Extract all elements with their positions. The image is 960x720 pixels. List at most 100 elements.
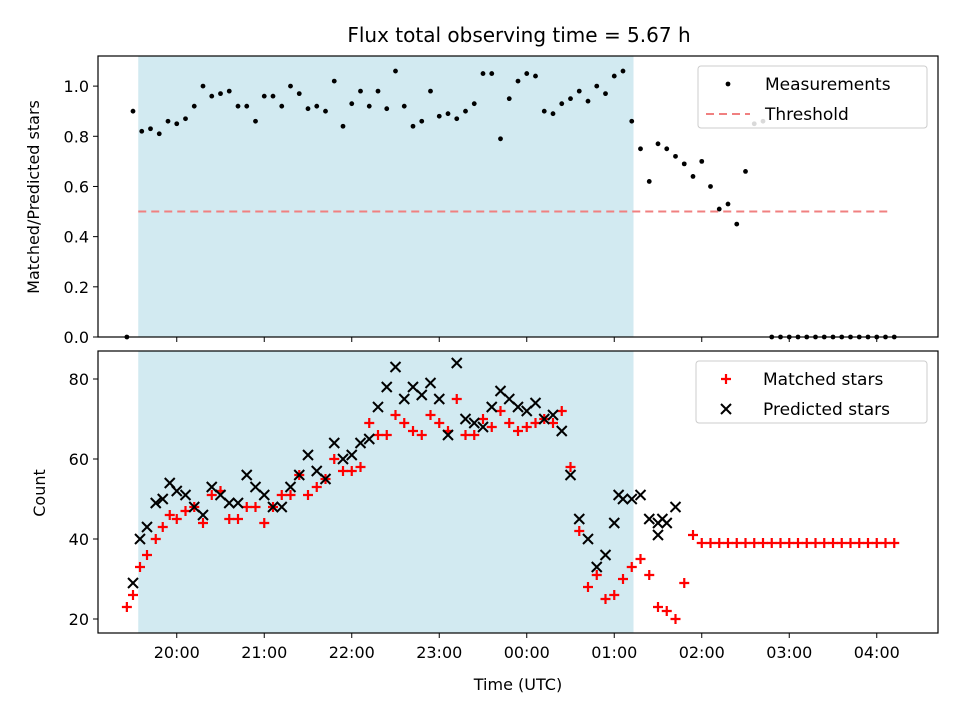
predicted-star-point <box>626 493 638 505</box>
matched-star-point <box>157 522 168 532</box>
measurement-point <box>471 101 477 107</box>
predicted-star-point <box>337 453 349 465</box>
measurement-point <box>165 118 171 124</box>
predicted-star-point <box>293 469 305 481</box>
matched-star-point <box>775 538 786 548</box>
predicted-star-point <box>591 561 603 573</box>
measurement-point <box>296 91 302 97</box>
measurement-point <box>244 103 250 109</box>
measurement-point <box>174 121 180 127</box>
measurement-point <box>148 126 153 132</box>
matched-star-point <box>696 538 707 548</box>
predicted-star-point <box>582 533 594 545</box>
measurement-point <box>253 118 258 124</box>
matched-star-point <box>854 538 865 548</box>
matched-star-point <box>513 426 523 436</box>
measurement-point <box>156 131 162 137</box>
predicted-star-point <box>276 501 288 513</box>
measurement-point <box>235 103 241 109</box>
count-legend: Matched stars Predicted stars <box>695 360 928 424</box>
matched-star-point <box>142 550 152 560</box>
y-tick-label: 0.4 <box>64 228 89 247</box>
predicted-star-point <box>223 497 235 509</box>
count-panel: 20 40 60 80 20:00 21:00 22:00 23:00 00:00 01:00 0… <box>30 350 939 662</box>
matched-star-point <box>338 466 348 476</box>
matched-star-point <box>434 418 445 428</box>
predicted-star-point <box>494 385 507 397</box>
matched-star-point <box>241 502 252 512</box>
matched-star-point <box>758 538 768 548</box>
predicted-star-point <box>134 533 146 545</box>
measurement-point <box>401 103 407 109</box>
matched-star-point <box>749 538 760 548</box>
ratio-panel-frame <box>97 55 939 338</box>
measurement-point <box>638 146 643 152</box>
x-tick-label: 00:00 <box>504 643 550 662</box>
measurement-point <box>646 179 652 184</box>
predicted-star-point <box>372 401 384 413</box>
predicted-star-point <box>157 493 169 505</box>
shaded-region <box>138 56 634 337</box>
predicted-star-point <box>556 425 568 437</box>
predicted-star-point <box>258 489 270 501</box>
measurement-point <box>655 141 661 147</box>
predicted-star-point <box>451 357 463 369</box>
predicted-star-point <box>564 469 577 481</box>
predicted-star-point <box>284 481 297 493</box>
measurement-point <box>743 169 748 174</box>
measurement-point <box>716 206 722 212</box>
measurement-point <box>454 116 460 122</box>
legend-matched-marker <box>721 374 731 384</box>
measurement-point <box>261 93 267 99</box>
predicted-star-point <box>241 469 253 481</box>
matched-star-point <box>250 502 261 512</box>
matched-star-point <box>259 518 270 528</box>
predicted-star-point <box>608 517 620 529</box>
predicted-star-point <box>267 501 279 513</box>
measurement-point <box>183 116 188 122</box>
matched-star-point <box>486 422 497 432</box>
measurement-point <box>279 103 285 109</box>
matched-star-point <box>399 418 410 428</box>
measurement-point <box>690 174 696 179</box>
count-panel-frame <box>97 350 939 634</box>
measurement-point <box>419 118 425 124</box>
measurement-point <box>200 83 206 89</box>
predicted-star-point <box>188 501 200 513</box>
predicted-star-point <box>652 529 664 541</box>
measurement-point <box>445 111 451 117</box>
measurement-point <box>323 108 328 114</box>
matched-star-point <box>609 590 620 600</box>
measurement-point <box>681 161 687 167</box>
predicted-star-point <box>206 481 218 493</box>
predicted-star-point <box>363 433 375 445</box>
measurement-point <box>191 103 197 109</box>
y-tick-label: 20 <box>69 610 89 629</box>
x-tick-label: 02:00 <box>679 643 725 662</box>
predicted-star-point <box>346 449 358 461</box>
measurement-point <box>699 158 705 164</box>
predicted-star-point <box>150 497 162 509</box>
matched-star-point <box>198 518 208 528</box>
matched-star-point <box>653 602 663 612</box>
matched-star-point <box>723 538 733 548</box>
x-tick-label: 20:00 <box>154 643 200 662</box>
measurement-point <box>209 93 215 99</box>
predicted-star-point <box>381 381 393 393</box>
measurement-point <box>673 153 678 159</box>
ratio-panel: 0.0 0.2 0.4 0.6 0.8 1.0 Matched/Predicted sta… <box>24 55 939 347</box>
measurement-point <box>393 68 398 74</box>
measurement-point <box>375 88 381 94</box>
predicted-star-point <box>538 413 550 425</box>
matched-star-point <box>583 582 593 592</box>
predicted-star-point <box>232 497 244 509</box>
matched-star-point <box>451 394 462 404</box>
measurement-point <box>218 91 223 97</box>
matched-star-point <box>530 418 541 428</box>
predicted-star-point <box>521 405 533 417</box>
matched-star-point <box>705 538 716 548</box>
measurement-point <box>349 101 355 107</box>
measurement-point <box>366 103 372 109</box>
matched-star-point <box>311 482 322 492</box>
x-tick-label: 01:00 <box>591 643 637 662</box>
